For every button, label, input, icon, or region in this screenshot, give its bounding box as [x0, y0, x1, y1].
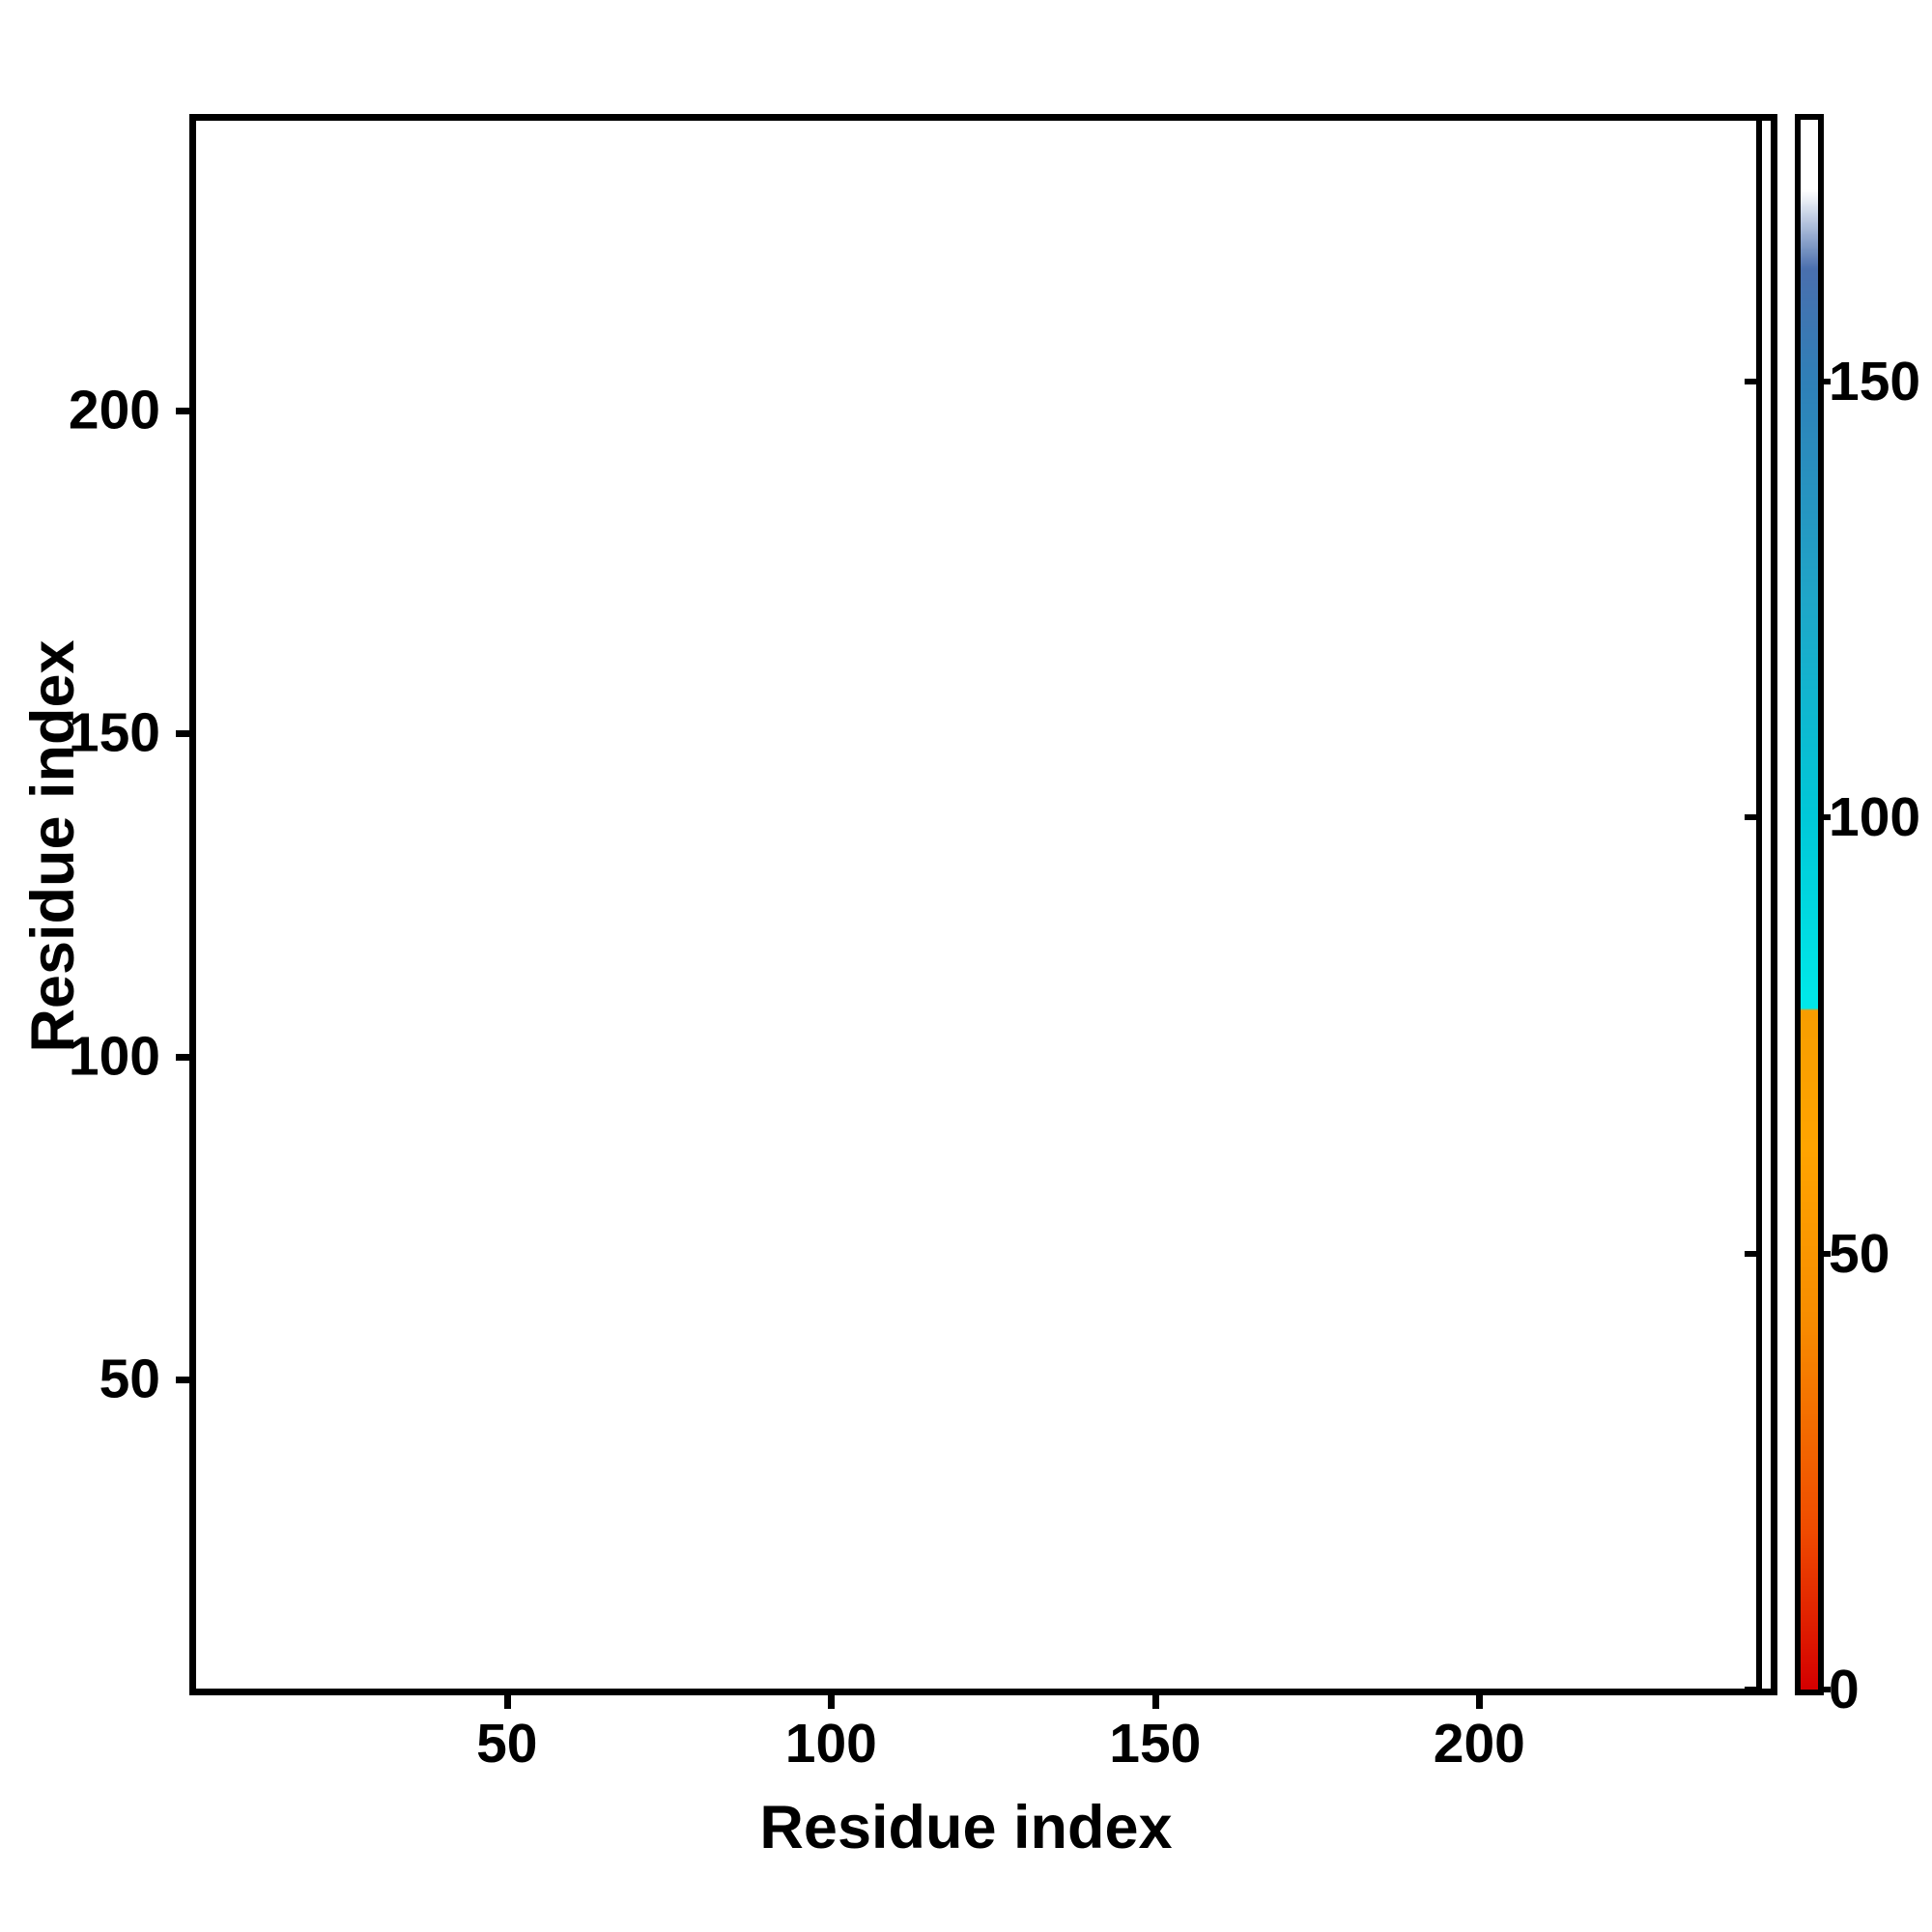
x-tick-200 — [1476, 1691, 1484, 1709]
colorbar-outer-tick-150 — [1745, 378, 1757, 384]
x-tick-label-50: 50 — [476, 1713, 538, 1775]
y-tick-100 — [176, 1053, 193, 1061]
colorbar-tick-label-100: 100 — [1829, 786, 1921, 849]
colorbar-outer-spine — [1756, 114, 1762, 1695]
colorbar-frame — [1795, 114, 1824, 1695]
colorbar-tick-label-50: 50 — [1829, 1222, 1890, 1285]
y-tick-label-50: 50 — [99, 1348, 160, 1410]
colorbar-tick-100 — [1818, 814, 1831, 821]
x-tick-label-200: 200 — [1433, 1713, 1525, 1775]
y-tick-200 — [176, 408, 193, 415]
plot-frame — [189, 114, 1777, 1695]
y-tick-label-100: 100 — [68, 1025, 160, 1088]
colorbar-tick-label-150: 150 — [1829, 350, 1921, 412]
x-tick-label-100: 100 — [784, 1713, 877, 1775]
x-tick-150 — [1151, 1691, 1159, 1709]
colorbar-outer-tick-0 — [1745, 1687, 1757, 1692]
colorbar-gradient — [1801, 120, 1818, 1690]
y-tick-label-200: 200 — [68, 379, 160, 441]
colorbar-outer-tick-100 — [1745, 814, 1757, 821]
colorbar-tick-50 — [1818, 1250, 1831, 1257]
y-tick-label-150: 150 — [68, 701, 160, 764]
y-tick-150 — [176, 730, 193, 738]
x-tick-50 — [503, 1691, 511, 1709]
colorbar-tick-150 — [1818, 378, 1831, 384]
colorbar-tick-0 — [1818, 1687, 1831, 1692]
y-axis-title: Residue index — [19, 639, 87, 1053]
x-tick-100 — [828, 1691, 836, 1709]
y-tick-50 — [176, 1376, 193, 1383]
x-axis-title: Residue index — [759, 1794, 1173, 1861]
colorbar-outer-tick-50 — [1745, 1250, 1757, 1257]
colorbar-tick-label-0: 0 — [1829, 1659, 1860, 1720]
x-tick-label-150: 150 — [1109, 1713, 1202, 1775]
